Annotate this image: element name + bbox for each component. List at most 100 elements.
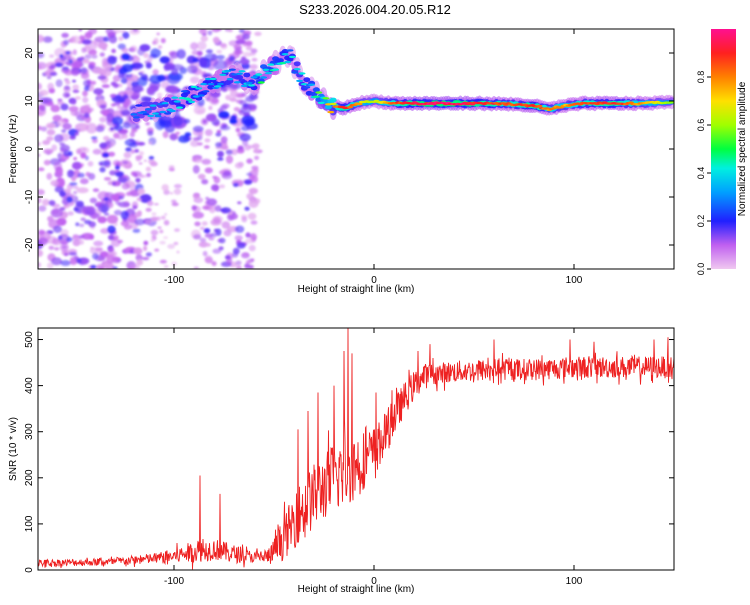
spectrogram-ridge-blob — [226, 77, 234, 81]
spectrogram-noise-blob — [107, 225, 116, 234]
spectrogram-noise-blob — [67, 211, 74, 216]
spectrogram-noise-blob — [244, 263, 250, 269]
spectrogram-ridge-blob — [236, 75, 244, 80]
spectrogram-noise-blob — [249, 174, 255, 182]
spectrogram-noise-blob — [240, 125, 250, 131]
spectrogram-noise-blob — [109, 170, 116, 176]
spectrogram-noise-blob — [39, 89, 49, 96]
spectrogram-noise-blob — [139, 194, 152, 203]
spectrogram-noise-blob — [240, 62, 251, 70]
spectrogram-noise-blob — [132, 228, 141, 233]
colorbar-ticks: 0.0 0.2 0.4 0.6 0.8 — [696, 71, 711, 275]
spectrogram-noise-blob — [236, 242, 246, 249]
spectrogram-noise-blob — [208, 237, 215, 241]
spectrogram-noise-blob — [89, 234, 95, 240]
spectrogram-noise-blob — [228, 211, 233, 215]
spectrogram-noise-blob — [139, 151, 144, 156]
spectrogram-noise-blob — [177, 135, 190, 143]
spectrogram-noise-blob — [235, 35, 241, 40]
spectrogram-ridge-blob — [140, 110, 148, 114]
spectrogram-noise-blob — [206, 198, 218, 206]
spectrogram-noise-blob — [77, 172, 85, 178]
spectrogram-noise-blob — [136, 141, 146, 146]
spectrogram-noise-blob — [42, 140, 51, 145]
snr-x-axis-label: Height of straight line (km) — [298, 584, 415, 595]
spectrogram-noise-blob — [95, 125, 105, 132]
spectrogram-noise-blob — [58, 235, 63, 241]
spectrogram-noise-blob — [38, 262, 42, 268]
spectrogram-noise-blob — [93, 88, 104, 95]
spectrogram-noise-blob — [113, 235, 119, 241]
colorbar-tick-label: 0.8 — [696, 71, 706, 84]
spectrogram-noise-blob — [198, 241, 209, 248]
spectrogram-noise-blob — [143, 52, 149, 59]
spectrogram-noise-blob — [73, 157, 77, 161]
spectrogram-noise-blob — [113, 102, 120, 106]
spectrogram-noise-blob — [106, 214, 118, 224]
spectrogram-noise-blob — [248, 187, 258, 195]
spectrogram-ridge-blob — [288, 55, 296, 59]
spectrogram-noise-blob — [200, 35, 208, 42]
spectrogram-noise-blob — [220, 145, 229, 150]
spectrogram-noise-blob — [124, 138, 137, 147]
spectrogram-noise-blob — [235, 127, 241, 133]
spectrogram-noise-blob — [49, 72, 58, 76]
spectrogram-noise-blob — [72, 239, 81, 247]
spectrogram-ridge-blob — [132, 117, 140, 122]
spectrogram-noise-blob — [38, 125, 42, 131]
spectrogram-noise-blob — [168, 72, 183, 81]
spectrogram-noise-blob — [132, 55, 140, 65]
spectrogram-noise-blob — [190, 42, 199, 50]
spectrogram-ridge-blob — [185, 98, 193, 101]
spectrogram-noise-blob — [150, 48, 162, 58]
spectrogram-noise-blob — [202, 250, 208, 257]
spectrogram-noise-blob — [176, 49, 186, 59]
spectrogram-noise-blob — [51, 257, 63, 266]
spectrogram-noise-blob — [122, 160, 129, 165]
spectrogram-noise-blob — [46, 129, 56, 136]
spectrogram-noise-blob — [196, 41, 207, 51]
spectrogram-noise-blob — [220, 43, 227, 48]
spectrogram-noise-blob — [234, 225, 245, 233]
spectrogram-noise-blob — [120, 210, 129, 220]
spectrogram-noise-blob — [201, 179, 209, 185]
spectrogram-noise-blob — [220, 105, 228, 111]
spectrogram-noise-blob — [234, 235, 243, 241]
spectrogram-noise-blob — [137, 197, 141, 201]
spectrogram-noise-blob — [61, 66, 69, 71]
spectrogram-noise-blob — [78, 235, 85, 239]
spectrogram-noise-blob — [245, 260, 252, 264]
spectrogram-noise-blob — [169, 133, 178, 141]
spectrogram-noise-blob — [213, 216, 221, 224]
spectrogram-noise-blob — [149, 161, 158, 167]
spectrogram-noise-blob — [103, 135, 110, 141]
spectrogram-noise-blob — [148, 156, 155, 160]
spectrogram-noise-blob — [113, 125, 124, 131]
spectrogram-noise-blob — [241, 216, 248, 223]
spectrogram-noise-blob — [64, 85, 70, 91]
spectrogram-noise-blob — [80, 217, 86, 222]
spectrogram-ridge-blob — [308, 83, 316, 86]
spectrogram-noise-blob — [218, 184, 226, 189]
spectrogram-ridge-blob — [243, 72, 251, 78]
snr-y-tick-label: 200 — [24, 469, 35, 486]
spectrogram-y-ticks: -20 -10 0 10 20 — [24, 47, 674, 252]
spectrogram-noise-blob — [125, 147, 132, 152]
spectrogram-noise-blob — [216, 54, 225, 60]
spectrogram-noise-blob — [53, 161, 62, 171]
spectrogram-noise-blob — [163, 219, 170, 226]
spectrogram-noise-blob — [245, 238, 255, 244]
spectrogram-noise-blob — [221, 207, 231, 214]
spectrogram-noise-blob — [205, 196, 210, 200]
spectrogram-noise-blob — [237, 201, 242, 205]
spectrogram-noise-blob — [169, 51, 179, 59]
spectrogram-noise-blob — [84, 54, 92, 60]
spectrogram-noise-blob — [160, 215, 166, 220]
spectrogram-noise-blob — [245, 96, 255, 103]
spectrogram-noise-blob — [113, 83, 119, 88]
spectrogram-noise-blob — [102, 152, 110, 158]
spectrogram-noise-blob — [135, 254, 143, 262]
spectrogram-x-tick-label: -100 — [164, 275, 184, 286]
spectrogram-noise-blob — [134, 149, 140, 153]
